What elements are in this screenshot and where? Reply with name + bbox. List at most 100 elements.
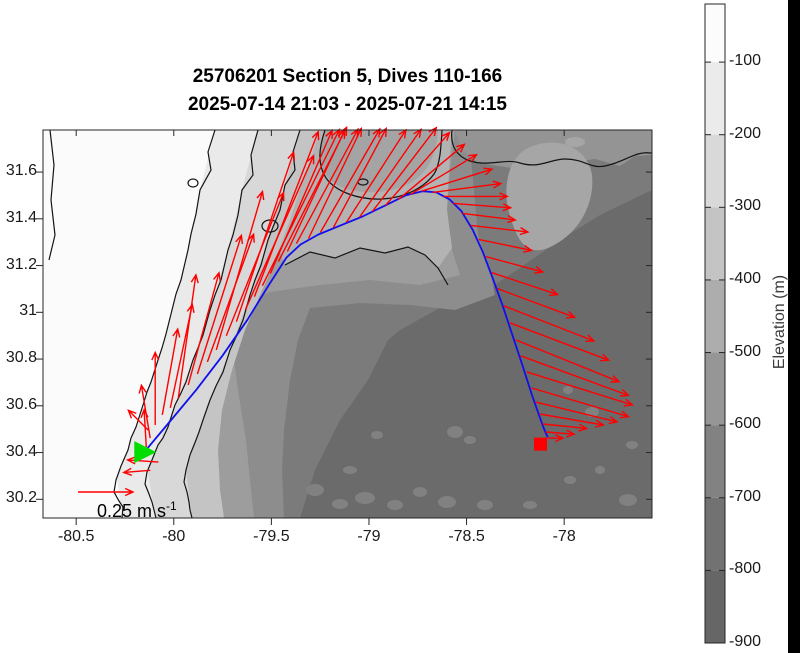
plot-title: 25706201 Section 5, Dives 110-166 bbox=[192, 66, 503, 87]
current-arrow bbox=[497, 288, 577, 319]
y-axis-tick-label: 31 bbox=[19, 302, 37, 320]
current-arrow bbox=[509, 322, 611, 362]
colorbar-tick-label: -900 bbox=[729, 633, 762, 650]
y-axis-tick-label: 30.4 bbox=[5, 442, 37, 460]
colorbar bbox=[704, 3, 726, 644]
current-arrow bbox=[397, 143, 466, 200]
seafloor-blob bbox=[565, 137, 585, 147]
colorbar-frame bbox=[704, 3, 726, 644]
depth-band-0 bbox=[43, 130, 215, 518]
depth-band--500-patch bbox=[506, 142, 593, 251]
seafloor-blob bbox=[306, 484, 324, 496]
current-arrow bbox=[535, 401, 619, 425]
current-arrow bbox=[491, 271, 560, 297]
current-arrow bbox=[453, 202, 513, 212]
contour-line bbox=[357, 178, 369, 186]
current-arrow bbox=[520, 355, 631, 397]
seafloor-blob bbox=[619, 494, 637, 506]
current-arrow bbox=[138, 383, 151, 439]
x-axis-tick-label: -80 bbox=[162, 528, 186, 545]
contour-line bbox=[183, 130, 301, 518]
colorbar-tick-label: -300 bbox=[729, 197, 762, 215]
x-axis-tick-label: -78.5 bbox=[448, 528, 485, 545]
colorbar-segment bbox=[705, 134, 725, 208]
seafloor-blob bbox=[447, 426, 463, 438]
seafloor-blob bbox=[595, 466, 605, 474]
colorbar-tick-label: -200 bbox=[729, 124, 762, 142]
colorbar-segment bbox=[705, 497, 725, 571]
colorbar-segment bbox=[705, 352, 725, 426]
seafloor-blob bbox=[626, 441, 638, 449]
plot-subtitle-daterange: 2025-07-14 21:03 - 2025-07-21 14:15 bbox=[187, 94, 507, 115]
y-axis-tick-label: 31.6 bbox=[5, 162, 37, 180]
current-arrow bbox=[432, 180, 503, 194]
seafloor-blob bbox=[564, 476, 576, 484]
current-arrow bbox=[421, 167, 494, 192]
screenshot-black-edge-strip bbox=[788, 0, 800, 653]
current-arrow bbox=[125, 456, 159, 465]
current-arrow bbox=[443, 192, 510, 201]
current-arrow bbox=[531, 387, 631, 419]
current-arrow bbox=[410, 153, 478, 195]
y-axis-tick-label: 31.4 bbox=[5, 208, 37, 226]
current-arrow bbox=[358, 127, 422, 218]
y-axis-tick-label: 30.8 bbox=[5, 349, 37, 367]
seafloor-blob bbox=[523, 501, 537, 509]
bathymetry-contours bbox=[48, 130, 652, 518]
axes-box bbox=[36, 129, 653, 525]
seafloor-blob bbox=[332, 499, 348, 509]
current-arrow bbox=[235, 150, 296, 322]
current-arrow bbox=[526, 371, 634, 407]
current-arrow bbox=[177, 273, 199, 399]
colorbar-tick-label: -500 bbox=[729, 342, 762, 360]
start-marker-green-triangle bbox=[134, 441, 157, 464]
quiver-scale-value: 0.25 m s bbox=[97, 501, 167, 521]
x-axis-tick-label: -79.5 bbox=[253, 528, 290, 545]
colorbar-segment bbox=[705, 62, 725, 135]
quiver-scale-exponent: -1 bbox=[166, 499, 177, 513]
contour-line bbox=[187, 178, 199, 188]
colorbar-tick-label: -400 bbox=[729, 269, 762, 287]
colorbar-segment bbox=[705, 570, 725, 643]
quiver-scale-label: 0.25 m s-1 bbox=[97, 499, 177, 522]
current-arrow bbox=[462, 212, 518, 224]
y-axis-tick-label: 31.2 bbox=[5, 255, 37, 273]
current-arrow bbox=[545, 429, 576, 438]
seafloor-blob bbox=[387, 500, 403, 510]
colorbar-segment bbox=[705, 279, 725, 353]
current-arrow bbox=[307, 126, 363, 239]
current-arrow bbox=[187, 271, 221, 386]
current-arrow bbox=[485, 255, 545, 274]
seafloor-blob bbox=[371, 431, 383, 439]
colorbar-tick-label: -800 bbox=[729, 560, 762, 578]
x-axis-tick-label: -80.5 bbox=[57, 528, 95, 545]
track-endpoint-markers bbox=[134, 437, 548, 464]
current-arrow bbox=[151, 350, 160, 425]
colorbar-tick-label: -100 bbox=[729, 52, 762, 70]
current-arrow bbox=[539, 413, 606, 428]
colorbar-axis-label: Elevation (m) bbox=[771, 274, 788, 370]
contour-line bbox=[261, 219, 279, 233]
seafloor-blob bbox=[343, 466, 357, 474]
x-axis-tick-label: -78 bbox=[552, 528, 576, 545]
seafloor-blob bbox=[477, 500, 493, 510]
current-arrow bbox=[542, 423, 589, 432]
axes-frame bbox=[42, 129, 653, 519]
current-arrow bbox=[127, 409, 149, 431]
current-arrow bbox=[319, 127, 381, 233]
current-vector-arrows bbox=[78, 125, 634, 497]
colorbar-segment bbox=[705, 425, 725, 498]
reference-scale-arrow bbox=[78, 487, 135, 497]
current-arrow bbox=[225, 191, 285, 336]
colorbar-tick-label: -600 bbox=[729, 415, 762, 433]
bathymetry-fill bbox=[43, 130, 652, 518]
contour-line bbox=[284, 246, 449, 286]
current-arrow bbox=[196, 233, 244, 375]
y-axis-tick-label: 30.2 bbox=[5, 489, 37, 507]
current-arrow bbox=[470, 224, 530, 236]
colorbar-segment bbox=[705, 4, 725, 63]
contour-line bbox=[48, 130, 56, 261]
x-axis-tick-label: -79 bbox=[357, 528, 381, 545]
contour-line bbox=[144, 130, 259, 518]
